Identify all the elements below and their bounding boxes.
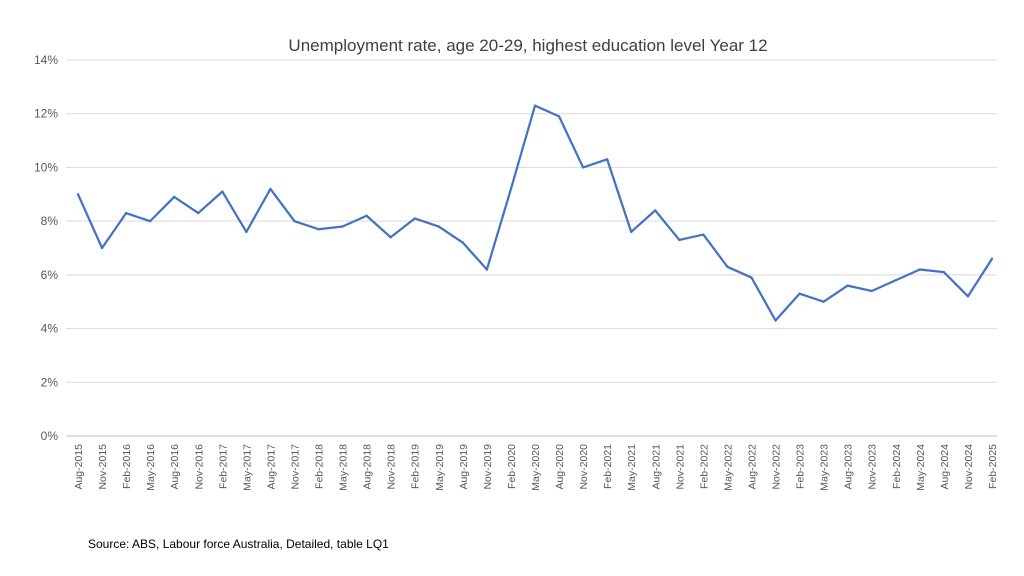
- data-point: [918, 268, 922, 271]
- x-tick-label: Nov-2023: [867, 444, 879, 490]
- x-tick-label: Feb-2024: [891, 444, 903, 489]
- x-tick-label: Aug-2024: [939, 444, 951, 490]
- x-tick-label: Feb-2019: [410, 444, 422, 489]
- data-point: [269, 187, 272, 191]
- x-tick-label: Feb-2018: [314, 444, 326, 489]
- data-point: [148, 219, 152, 223]
- x-tick-label: Aug-2023: [843, 444, 855, 490]
- x-tick-label: May-2020: [530, 444, 542, 491]
- data-point: [678, 238, 681, 242]
- y-tick-label: 12%: [34, 107, 58, 121]
- data-point: [750, 276, 753, 279]
- data-point: [197, 211, 200, 215]
- x-axis-ticks: Aug-2015 Nov-2015 Feb-2016 May-2016 Aug-2016…: [73, 444, 999, 491]
- x-tick-label: May-2017: [241, 444, 253, 491]
- y-tick-label: 2%: [41, 375, 59, 389]
- y-tick-label: 6%: [41, 268, 59, 282]
- data-point: [413, 217, 416, 220]
- x-tick-label: May-2019: [434, 444, 446, 491]
- x-tick-label: Aug-2017: [265, 444, 277, 490]
- series-layer: [76, 104, 994, 322]
- data-point: [798, 292, 801, 295]
- x-tick-label: Aug-2016: [169, 444, 181, 490]
- x-tick-label: Feb-2017: [217, 444, 229, 489]
- x-tick-label: Nov-2021: [674, 444, 686, 490]
- x-tick-label: May-2016: [145, 444, 157, 491]
- data-point: [365, 214, 368, 217]
- data-point: [533, 104, 537, 107]
- x-tick-label: May-2018: [338, 444, 350, 491]
- x-tick-label: Feb-2020: [506, 444, 518, 489]
- data-point: [509, 187, 513, 191]
- data-point: [245, 230, 248, 234]
- x-tick-label: Feb-2016: [121, 444, 133, 489]
- data-point: [846, 284, 849, 287]
- x-tick-label: Feb-2022: [698, 444, 710, 489]
- x-tick-label: Feb-2025: [987, 444, 999, 489]
- data-point: [485, 268, 489, 271]
- x-tick-label: May-2021: [626, 444, 638, 491]
- x-tick-label: Aug-2018: [362, 444, 374, 490]
- x-tick-label: May-2023: [819, 444, 831, 491]
- y-tick-label: 14%: [34, 53, 58, 67]
- data-point: [894, 279, 897, 282]
- x-tick-label: Nov-2020: [578, 444, 590, 490]
- data-point: [389, 236, 392, 239]
- x-tick-label: Aug-2022: [746, 444, 758, 490]
- data-point: [605, 158, 609, 161]
- data-point: [822, 300, 825, 303]
- data-point: [654, 209, 657, 212]
- data-point: [124, 211, 128, 215]
- x-tick-label: May-2022: [722, 444, 734, 491]
- x-tick-label: Nov-2024: [963, 444, 975, 490]
- x-tick-label: Nov-2019: [482, 444, 494, 490]
- x-tick-label: Nov-2016: [193, 444, 205, 490]
- data-point: [100, 246, 104, 250]
- data-point: [726, 265, 729, 268]
- gridlines: [66, 59, 997, 437]
- data-point: [317, 228, 320, 231]
- source-note: Source: ABS, Labour force Australia, Det…: [88, 537, 389, 551]
- x-tick-label: Aug-2015: [73, 444, 85, 490]
- data-point: [774, 319, 777, 322]
- data-point: [461, 241, 465, 244]
- x-tick-label: Aug-2020: [554, 444, 566, 490]
- data-point: [942, 270, 946, 274]
- data-point: [966, 295, 970, 298]
- y-tick-label: 0%: [41, 429, 59, 443]
- data-point: [581, 166, 585, 169]
- y-axis-ticks: 0% 2% 4% 6% 8% 10% 12% 14%: [34, 53, 58, 443]
- x-tick-label: May-2024: [915, 444, 927, 491]
- y-tick-label: 8%: [41, 214, 59, 228]
- data-point: [437, 225, 440, 228]
- chart-title: Unemployment rate, age 20-29, highest ed…: [288, 36, 767, 55]
- x-tick-label: Feb-2023: [795, 444, 807, 489]
- x-tick-label: Aug-2021: [650, 444, 662, 490]
- x-tick-label: Nov-2015: [97, 444, 109, 490]
- data-point: [870, 289, 873, 293]
- x-tick-label: Nov-2017: [289, 444, 301, 490]
- data-point: [221, 190, 224, 193]
- data-point: [293, 219, 296, 223]
- x-tick-label: Nov-2022: [771, 444, 783, 490]
- data-point: [630, 230, 633, 234]
- data-point: [76, 193, 80, 196]
- x-tick-label: Aug-2019: [458, 444, 470, 490]
- data-point: [990, 257, 994, 260]
- y-tick-label: 4%: [41, 322, 59, 336]
- x-tick-label: Nov-2018: [386, 444, 398, 490]
- data-point: [702, 233, 705, 236]
- data-point: [557, 115, 561, 118]
- series-line: [76, 104, 993, 322]
- data-point: [341, 225, 344, 228]
- data-point: [173, 195, 176, 199]
- x-tick-label: Feb-2021: [602, 444, 614, 489]
- y-tick-label: 10%: [34, 160, 58, 174]
